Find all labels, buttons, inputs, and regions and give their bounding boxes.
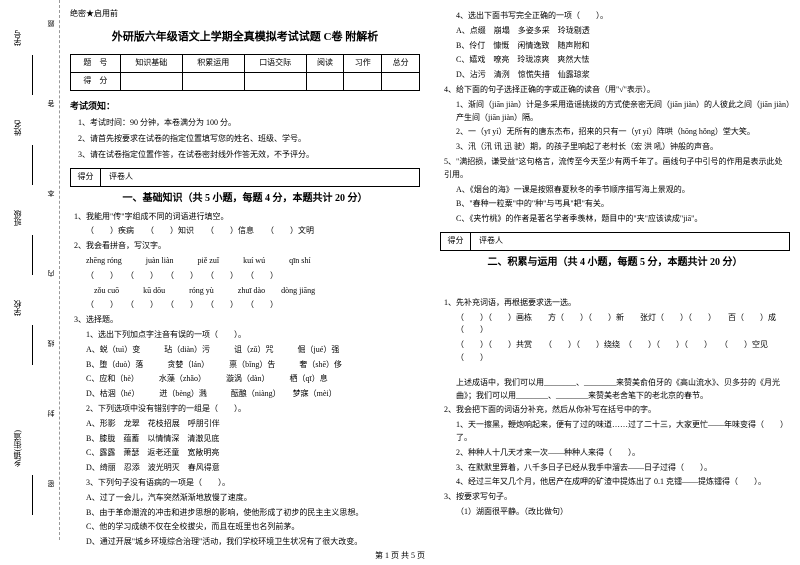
- side-field-class: [32, 235, 33, 275]
- s2-q2-2: 2、种种人十几天才来一次——种种人来得（ ）。: [440, 447, 790, 460]
- main-content: 绝密★启用前 外研版六年级语文上学期全真模拟考试试题 C卷 附解析 题 号 知识…: [70, 8, 790, 551]
- q3-1: 1、选出下列加点字注音有误的一项（ ）。: [70, 329, 420, 342]
- table-row: 题 号 知识基础 积累运用 口语交际 阅读 习作 总分: [71, 55, 420, 73]
- q3: 3、选择题。: [70, 314, 420, 327]
- page-footer: 第 1 页 共 5 页: [0, 550, 800, 561]
- th-4: 阅读: [306, 55, 344, 73]
- q1: 1、我能用"传"字组成不同的词语进行填空。: [70, 211, 420, 224]
- q3-2c: C、露露 萧瑟 返老还童 宽敞明亮: [70, 447, 420, 460]
- cut-label-1: 答: [46, 100, 56, 107]
- q1-blanks: （ ）疾病 （ ）知识 （ ）信息 （ ）文明: [70, 225, 420, 238]
- th-6: 总分: [382, 55, 420, 73]
- q3-2a: A、形影 龙翠 花枝招展 呼朋引伴: [70, 418, 420, 431]
- notice-3: 3、请在试卷指定位置作答，在试卷密封线外作答无效，不予评分。: [70, 149, 420, 162]
- q5a: A、《烟台的海》一课是按照春夏秋冬的季节顺序描写海上景观的。: [440, 184, 790, 197]
- q4-1: 1、渐间（jiān jiàn）计是多采用造谣挑拨的方式使亲密无间（jiān ji…: [440, 99, 790, 125]
- section1-scorebar: 得分 评卷人: [70, 168, 420, 187]
- q3-3c: C、他的学习成绩不仅在全校拔尖，而且在班里也名列前茅。: [70, 521, 420, 534]
- q3-1a: A、蜕（tuì）变 玷（diàn）污 诅（zǔ）咒 倔（jué）强: [70, 344, 420, 357]
- exam-title: 外研版六年级语文上学期全真模拟考试试题 C卷 附解析: [70, 29, 420, 47]
- q3-4: 4、选出下面书写完全正确的一项（ ）。: [440, 10, 790, 23]
- cut-label-4: 线: [46, 340, 56, 347]
- side-label-town: 乡镇(街道): [12, 430, 23, 467]
- q3-1d: D、枯涸（hé） 迸（bèng）溅 酝酿（niàng） 梦寐（mèi）: [70, 388, 420, 401]
- q4-3: 3、汛（汛 讯 迅 驶）期，的孩子里响起了老村长（宏 洪 吼）钟般的声音。: [440, 141, 790, 154]
- s2-q2: 2、我会把下面的词语分补充，然后从你补写在括号中的字。: [440, 404, 790, 417]
- q2-p2: zǒu cuō kū dōu róng yù zhuī dào dòng jiā…: [70, 285, 420, 298]
- q3-3a: A、过了一会儿，汽车突然渐渐地放慢了速度。: [70, 492, 420, 505]
- q3-4a: A、点缀 崩塌 多姿多采 玲珑剔透: [440, 25, 790, 38]
- cut-label-5: 封: [46, 410, 56, 417]
- s2-q2-3: 3、在默默里算着，八千多日子已经从我手中溜去——日子过得（ ）。: [440, 462, 790, 475]
- q4-2: 2、一（yī yí）无所有的唐东杰布，招来的只有一（yī yí）阵哄（hōng …: [440, 126, 790, 139]
- q5c: C、《夹竹桃》的作者是著名学者季羡林，题目中的"夹"应该读成"jiā"。: [440, 213, 790, 226]
- q3-4b: B、伶仃 慷慨 闲情逸致 随声附和: [440, 40, 790, 53]
- s2-q3-1: （1）湖面很平静。（改比做句）: [440, 506, 790, 519]
- side-field-name: [32, 145, 33, 185]
- q2-b2: （ ） （ ） （ ） （ ） （ ）: [70, 299, 420, 312]
- row2-label: 得 分: [71, 73, 121, 91]
- score-label2: 得分: [441, 233, 471, 250]
- q3-1b: B、堕（duò）落 贪婪（lán） 禀（bǐng）告 奢（shē）侈: [70, 359, 420, 372]
- th-5: 习作: [344, 55, 382, 73]
- q3-3d: D、通过开展"城乡环境综合治理"活动，我们学校环境卫生状况有了很大改变。: [70, 536, 420, 549]
- section2-scorebar: 得分 评卷人: [440, 232, 790, 251]
- q2: 2、我会看拼音，写汉字。: [70, 240, 420, 253]
- side-field-school: [32, 325, 33, 365]
- th-0: 题 号: [71, 55, 121, 73]
- side-label-class: 班级: [12, 210, 23, 226]
- th-1: 知识基础: [120, 55, 182, 73]
- side-label-name: 姓名: [12, 120, 23, 136]
- q3-2: 2、下列选项中没有错别字的一组是（ ）。: [70, 403, 420, 416]
- right-column: 4、选出下面书写完全正确的一项（ ）。 A、点缀 崩塌 多姿多采 玲珑剔透 B、…: [440, 8, 790, 551]
- s2-q3: 3、按要求写句子。: [440, 491, 790, 504]
- th-3: 口语交际: [244, 55, 306, 73]
- side-label-id: 学号: [12, 30, 23, 46]
- score-label: 得分: [71, 169, 101, 186]
- q5: 5、"满招损，谦受益"这句格言，流传至今天至少有两千年了。画线句子中引号的作用是…: [440, 156, 790, 182]
- notice-2: 2、请首先按要求在试卷的指定位置填写您的姓名、班级、学号。: [70, 133, 420, 146]
- reviewer-label2: 评卷人: [471, 233, 511, 250]
- q4: 4、给下面的句子选择正确的字或正确的读音（用"√"表示）。: [440, 84, 790, 97]
- secret-marking: 绝密★启用前: [70, 8, 420, 21]
- side-field-town: [32, 475, 33, 515]
- section2-title: 二、积累与运用（共 4 小题，每题 5 分，本题共计 20 分）: [440, 255, 790, 271]
- q2-p1: zhēng róng juàn liàn piě zuǐ kuí wú qīn …: [70, 255, 420, 268]
- notice-1: 1、考试时间：90 分钟，本卷满分为 100 分。: [70, 117, 420, 130]
- left-column: 绝密★启用前 外研版六年级语文上学期全真模拟考试试题 C卷 附解析 题 号 知识…: [70, 8, 420, 551]
- q3-4d: D、沾污 清洌 惊慌失措 仙露琼浆: [440, 69, 790, 82]
- cut-label-0: 题: [46, 20, 56, 27]
- q3-1c: C、应和（hè） 水藻（zhǎo） 漩涡（dàn） 栖（qī）息: [70, 373, 420, 386]
- q3-2b: B、膝胧 蕴蓄 以情情深 清澈见底: [70, 433, 420, 446]
- notice-title: 考试须知：: [70, 99, 420, 113]
- score-table: 题 号 知识基础 积累运用 口语交际 阅读 习作 总分 得 分: [70, 54, 420, 91]
- s2-q1: 1、先补充词语，再根据要求选一选。: [440, 297, 790, 310]
- cut-label-2: 本: [46, 190, 56, 197]
- th-2: 积累运用: [182, 55, 244, 73]
- q2-b1: （ ） （ ） （ ） （ ） （ ）: [70, 270, 420, 283]
- q3-3: 3、下列句子没有语病的一项是（ ）。: [70, 477, 420, 490]
- table-row: 得 分: [71, 73, 420, 91]
- side-field-id: [32, 55, 33, 95]
- binding-column: 学号 姓名 班级 学校 乡镇(街道) 题 答 本 内 线 封 密: [0, 0, 60, 540]
- s2-q2-1: 1、天一擦黑，鞭炮响起来，便有了过的味道……过了二十三，大家更忙——年味变得（ …: [440, 419, 790, 445]
- side-label-school: 学校: [12, 300, 23, 316]
- q5b: B、"春种一粒粟"中的"种"与丐具"耙"有关。: [440, 198, 790, 211]
- s2-q1-end: 上述成语中，我们可以用________、________来赞美俞伯牙的《高山流水…: [440, 377, 790, 403]
- q3-3b: B、由于革命潮流的冲击和进步思想的影响，使他形成了初步的民主主义思想。: [70, 507, 420, 520]
- s2-q2-4: 4、经过三年又几个月，他居产在成呷的矿渣中提炼出了 0.1 克镭——提炼镭得（ …: [440, 476, 790, 489]
- q3-4c: C、嬉戏 嘹亮 玲珑凉爽 爽然大怯: [440, 54, 790, 67]
- reviewer-label: 评卷人: [101, 169, 141, 186]
- section1-title: 一、基础知识（共 5 小题，每题 4 分，本题共计 20 分）: [70, 191, 420, 207]
- s2-q1-l2: （ ）（ ）共赏 （ ）（ ）绕绕 （ ）（ ）（ ） （ ）空见（ ）: [440, 339, 790, 365]
- s2-q1-l1: （ ）（ ）画栋 方（ ）（ ）新 张灯（ ）（ ） 百（ ）成（ ）: [440, 312, 790, 338]
- cut-label-3: 内: [46, 270, 56, 277]
- cut-label-6: 密: [46, 480, 56, 487]
- q3-2d: D、绮丽 忍添 波光明灭 春风得意: [70, 462, 420, 475]
